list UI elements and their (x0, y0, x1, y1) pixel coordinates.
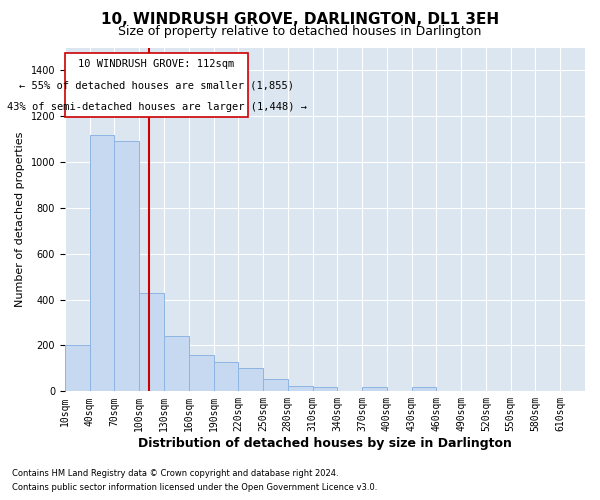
Text: 10 WINDRUSH GROVE: 112sqm: 10 WINDRUSH GROVE: 112sqm (79, 59, 235, 69)
Bar (238, 368, 263, 392)
X-axis label: Distribution of detached houses by size in Darlington: Distribution of detached houses by size … (138, 437, 512, 450)
Bar (313, 386, 337, 392)
Bar (288, 386, 313, 392)
Text: 10, WINDRUSH GROVE, DARLINGTON, DL1 3EH: 10, WINDRUSH GROVE, DARLINGTON, DL1 3EH (101, 12, 499, 28)
Bar (362, 386, 387, 392)
Bar (139, 293, 164, 392)
Y-axis label: Number of detached properties: Number of detached properties (15, 132, 25, 307)
Bar (89, 134, 115, 392)
Bar (65, 346, 89, 392)
Text: Contains public sector information licensed under the Open Government Licence v3: Contains public sector information licen… (12, 484, 377, 492)
Bar (412, 386, 436, 392)
Bar (214, 362, 238, 392)
Bar (65, 53, 248, 118)
Text: ← 55% of detached houses are smaller (1,855): ← 55% of detached houses are smaller (1,… (19, 80, 294, 90)
Text: Contains HM Land Registry data © Crown copyright and database right 2024.: Contains HM Land Registry data © Crown c… (12, 468, 338, 477)
Bar (164, 336, 189, 392)
Bar (115, 142, 139, 392)
Text: 43% of semi-detached houses are larger (1,448) →: 43% of semi-detached houses are larger (… (7, 102, 307, 112)
Text: Size of property relative to detached houses in Darlington: Size of property relative to detached ho… (118, 25, 482, 38)
Bar (263, 378, 288, 392)
Bar (189, 354, 214, 392)
